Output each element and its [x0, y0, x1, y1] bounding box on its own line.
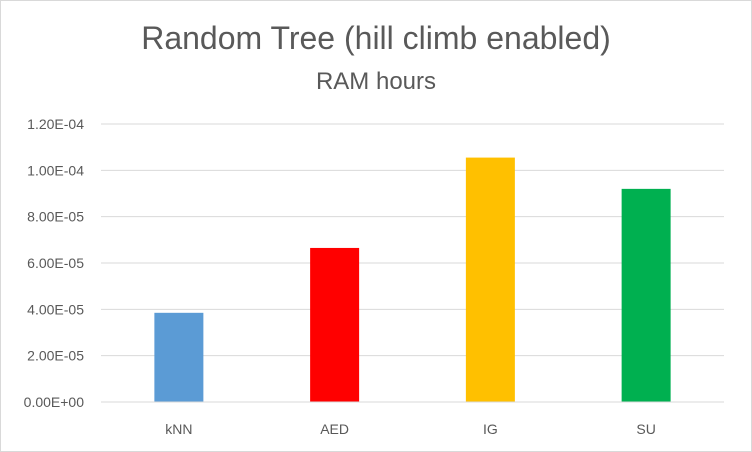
x-tick-label: kNN [165, 421, 192, 437]
bar-aed [310, 247, 360, 402]
chart-subtitle: RAM hours [315, 68, 437, 95]
y-tick-label: 8.00E-05 [27, 209, 84, 225]
y-tick-label: 1.20E-04 [27, 116, 84, 132]
x-tick-label: AED [320, 421, 349, 437]
bar-knn [154, 312, 204, 402]
y-tick-label: 2.00E-05 [27, 348, 84, 364]
x-tick-label: SU [636, 421, 655, 437]
bar-ig [465, 157, 515, 402]
y-tick-label: 4.00E-05 [27, 301, 84, 317]
bar-su [621, 188, 671, 402]
y-tick-label: 1.00E-04 [27, 162, 84, 178]
y-tick-label: 6.00E-05 [27, 255, 84, 271]
y-tick-label: 0.00E+00 [24, 394, 85, 410]
x-tick-label: IG [483, 421, 498, 437]
chart-title: Random Tree (hill climb enabled) [141, 20, 611, 56]
